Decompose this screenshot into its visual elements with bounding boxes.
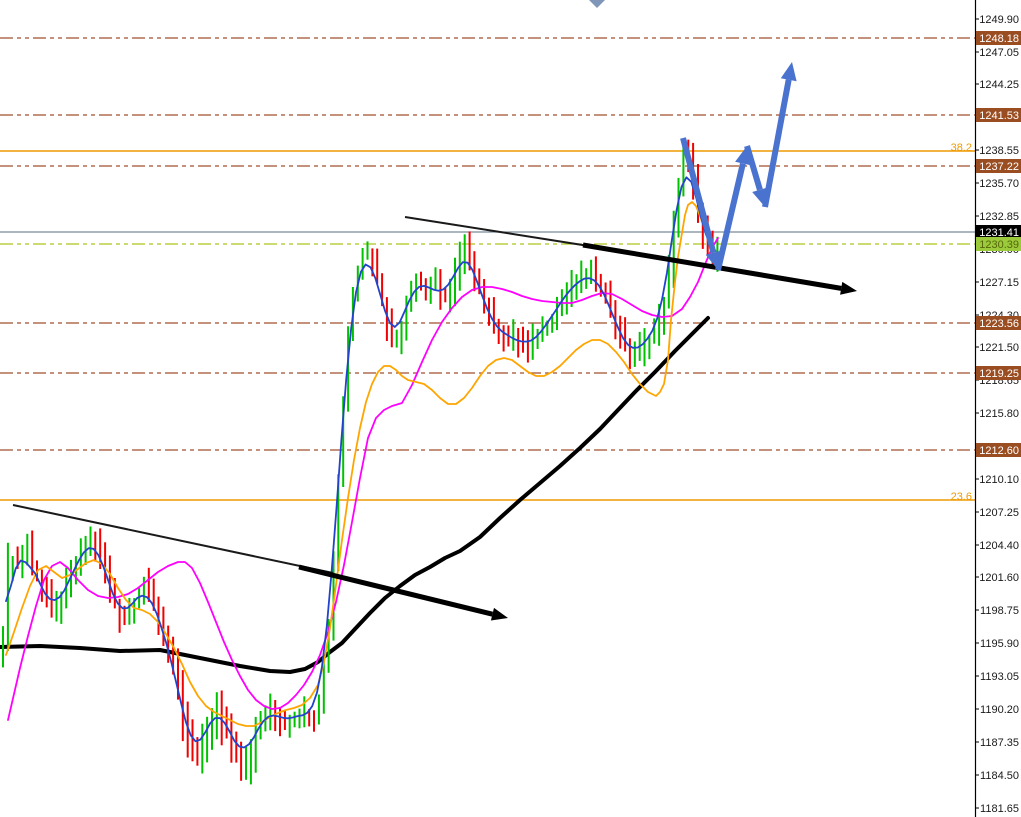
zigzag-arrowhead[interactable] xyxy=(780,62,797,82)
axis-tick-label: 1207.25 xyxy=(979,507,1019,519)
axis-tick-label: 1187.35 xyxy=(980,737,1019,749)
price-badge-label: 1248.18 xyxy=(979,33,1019,45)
trend-arrowhead-lower[interactable] xyxy=(490,607,508,621)
price-badge-label: 1212.60 xyxy=(979,445,1019,457)
price-badge-label: 1219.25 xyxy=(979,368,1019,380)
ma-long-black-line[interactable] xyxy=(0,316,710,674)
chart-shift-marker-icon[interactable] xyxy=(589,0,605,8)
price-badge xyxy=(976,366,1021,380)
axis-tick-label: 1249.90 xyxy=(979,14,1019,26)
projection-zigzag-arrow[interactable] xyxy=(715,162,746,271)
axis-tick-label: 1190.20 xyxy=(980,704,1019,716)
ma-fast-blue-line[interactable] xyxy=(5,176,717,749)
fib-level-label: 38.2 xyxy=(951,142,972,154)
trendline-lower[interactable] xyxy=(12,504,334,574)
axis-tick-label: 1181.65 xyxy=(980,803,1019,815)
axis-tick-label: 1215.80 xyxy=(979,408,1019,420)
price-badge-label: 1231.41 xyxy=(979,227,1019,239)
price-badge xyxy=(976,159,1021,173)
ma-slow-magenta-line[interactable] xyxy=(7,237,719,721)
axis-tick-label: 1238.55 xyxy=(979,145,1019,157)
price-badge-label: 1223.56 xyxy=(979,318,1019,330)
projection-zigzag-arrow[interactable] xyxy=(680,137,717,254)
price-badge xyxy=(976,31,1021,45)
axis-tick-label: 1221.50 xyxy=(979,342,1019,354)
axis-tick-label: 1198.75 xyxy=(980,605,1019,617)
axis-tick-label: 1232.85 xyxy=(979,211,1019,223)
price-badge xyxy=(976,108,1021,122)
price-badge xyxy=(976,443,1021,457)
price-badge-label: 1241.53 xyxy=(979,110,1019,122)
price-badge-label: 1230.39 xyxy=(979,239,1019,251)
fib-level-label: 23.6 xyxy=(951,491,972,503)
axis-tick-label: 1204.40 xyxy=(979,540,1019,552)
price-axis-panel xyxy=(975,0,1021,817)
axis-tick-label: 1184.50 xyxy=(980,770,1019,782)
price-badge xyxy=(976,316,1021,330)
trend-arrow-upper[interactable] xyxy=(582,242,842,291)
trend-arrowhead-upper[interactable] xyxy=(840,281,857,295)
price-badge xyxy=(976,237,1021,251)
axis-tick-label: 1247.05 xyxy=(979,47,1019,59)
price-badge-label: 1237.22 xyxy=(979,161,1019,173)
projection-zigzag-arrow[interactable] xyxy=(744,145,763,191)
axis-tick-label: 1244.25 xyxy=(979,79,1019,91)
axis-tick-label: 1193.05 xyxy=(980,671,1019,683)
axis-tick-label: 1195.90 xyxy=(980,638,1019,650)
price-badge xyxy=(976,225,1021,239)
projection-zigzag-arrow[interactable] xyxy=(762,79,792,208)
trend-arrow-lower[interactable] xyxy=(298,564,494,617)
axis-tick-label: 1227.15 xyxy=(979,277,1019,289)
axis-tick-label: 1210.10 xyxy=(979,474,1019,486)
axis-tick-label: 1235.70 xyxy=(979,178,1019,190)
ma-medium-orange-line[interactable] xyxy=(5,201,720,727)
candlesticks[interactable] xyxy=(2,139,719,785)
axis-tick-label: 1201.60 xyxy=(979,572,1019,584)
